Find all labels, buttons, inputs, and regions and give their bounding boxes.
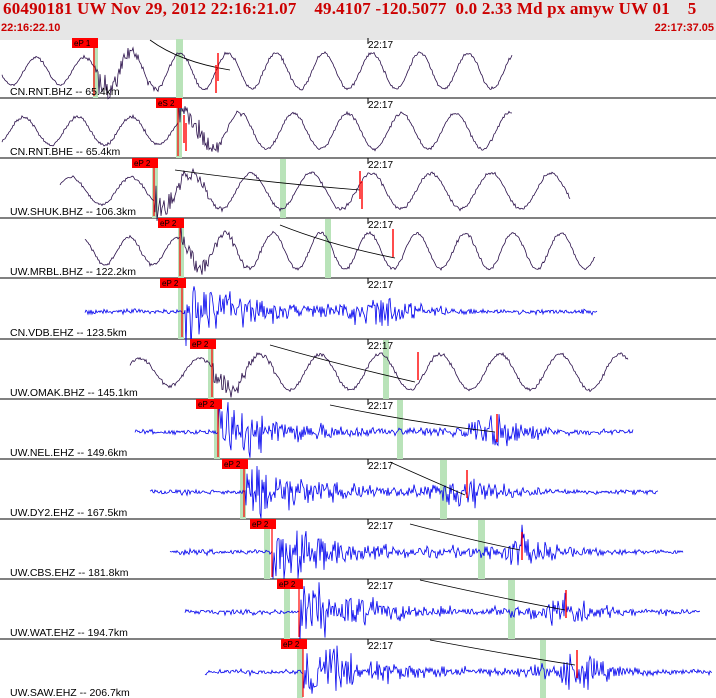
pick-box	[281, 639, 307, 649]
window-shading	[178, 279, 184, 339]
waveform	[84, 286, 598, 347]
pick-box	[196, 399, 222, 409]
minute-label: 22:17	[368, 220, 393, 231]
waveform	[84, 226, 596, 275]
minute-label: 22:17	[368, 341, 393, 352]
minute-label: 22:17	[368, 581, 393, 592]
window-shading	[208, 340, 214, 399]
coda-curve	[419, 579, 566, 611]
window-shading	[280, 159, 286, 218]
station-label: UW.SHUK.BHZ -- 106.3km	[10, 206, 136, 218]
minute-label: 22:17	[368, 461, 393, 472]
coda-curve	[409, 523, 521, 551]
window-shading	[176, 39, 183, 98]
event-title: 60490181 UW Nov 29, 2012 22:16:21.07 49.…	[3, 0, 697, 18]
coda-curve	[269, 344, 416, 383]
window-shading	[540, 640, 546, 698]
pick-box	[250, 519, 276, 529]
pick-label: eP 2	[134, 159, 151, 168]
window-shading	[325, 219, 331, 278]
station-label: CN.VDB.EHZ -- 123.5km	[10, 327, 127, 339]
window-shading	[297, 640, 303, 698]
minute-label: 22:17	[368, 521, 393, 532]
window-shading	[478, 520, 485, 579]
minute-label: 22:17	[368, 280, 393, 291]
station-label: UW.NEL.EHZ -- 149.6km	[10, 447, 128, 459]
pick-box	[222, 459, 248, 469]
pick-label: eP 2	[279, 580, 296, 589]
minute-label: 22:17	[368, 160, 393, 171]
start-time: 22:16:22.10	[1, 22, 61, 34]
waveform	[149, 465, 659, 519]
station-label: CN.RNT.BHE -- 65.4km	[10, 146, 121, 158]
station-label: UW.DY2.EHZ -- 167.5km	[10, 507, 128, 519]
pick-box	[132, 158, 158, 168]
window-shading	[152, 159, 158, 218]
pick-label: eP 2	[160, 219, 177, 228]
window-shading	[284, 580, 290, 639]
coda-curve	[389, 461, 466, 496]
pick-label: eP 2	[198, 400, 215, 409]
window-shading	[264, 520, 270, 579]
window-shading	[214, 400, 220, 459]
window-shading	[383, 340, 389, 399]
event-header: 60490181 UW Nov 29, 2012 22:16:21.07 49.…	[0, 0, 716, 40]
pick-box	[277, 579, 303, 589]
station-label: CN.RNT.BHZ -- 65.4km	[10, 86, 120, 98]
pick-box	[190, 339, 216, 349]
pick-box	[158, 218, 184, 228]
window-shading	[176, 99, 182, 158]
waveform	[169, 524, 684, 579]
station-label: UW.WAT.EHZ -- 194.7km	[10, 627, 128, 639]
minute-label: 22:17	[368, 641, 393, 652]
coda-curve	[279, 224, 396, 259]
pick-label: eP 2	[192, 340, 209, 349]
station-label: UW.CBS.EHZ -- 181.8km	[10, 567, 129, 579]
window-shading	[508, 580, 515, 639]
pick-box	[156, 98, 182, 108]
coda-curve	[149, 39, 231, 71]
pick-label: eP 2	[162, 279, 179, 288]
pick-label: eP 2	[224, 460, 241, 469]
waveform	[184, 582, 701, 641]
waveform	[59, 167, 571, 221]
coda-curve	[329, 404, 496, 433]
pick-label: eP 2	[283, 640, 300, 649]
minute-label: 22:17	[368, 401, 393, 412]
pick-label: eS 2	[158, 99, 175, 108]
end-time: 22:17:37.05	[654, 22, 714, 34]
waveform	[1, 101, 513, 153]
minute-label: 22:17	[368, 100, 393, 111]
pick-box	[160, 278, 186, 288]
waveform	[204, 645, 713, 694]
pick-box	[72, 38, 98, 48]
pick-label: eP 2	[252, 520, 269, 529]
station-label: UW.MRBL.BHZ -- 122.2km	[10, 266, 136, 278]
waveform	[129, 351, 629, 398]
coda-curve	[429, 639, 576, 666]
window-shading	[240, 460, 246, 519]
waveform	[1, 46, 513, 100]
minute-label: 22:17	[368, 40, 393, 51]
station-label: UW.OMAK.BHZ -- 145.1km	[10, 387, 138, 399]
station-label: UW.SAW.EHZ -- 206.7km	[10, 687, 130, 698]
pick-label: eP 1	[74, 39, 91, 48]
window-shading	[178, 219, 184, 278]
coda-curve	[174, 169, 361, 191]
